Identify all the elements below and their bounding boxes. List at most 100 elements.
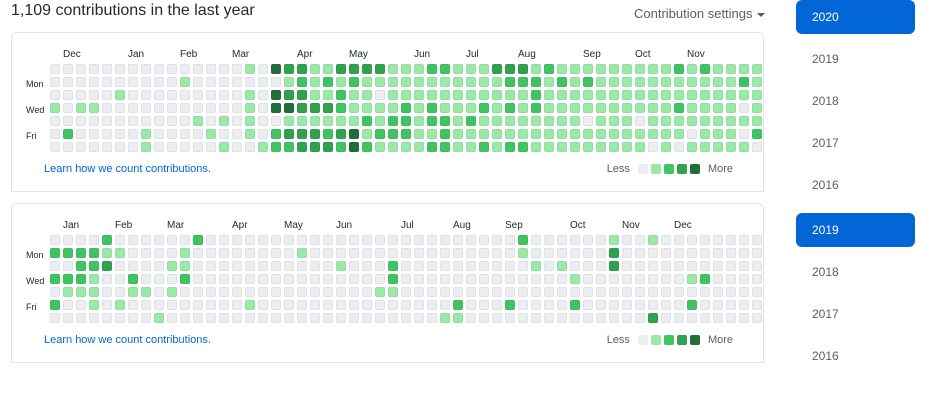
contribution-cell (180, 261, 190, 271)
contribution-cell (505, 64, 515, 74)
contribution-cell (349, 64, 359, 74)
contribution-cell (297, 103, 307, 113)
contribution-cell (609, 274, 619, 284)
contribution-cell (128, 129, 138, 139)
contribution-cell (284, 90, 294, 100)
year-link-2017[interactable]: 2017 (812, 136, 839, 150)
contribution-cell (687, 313, 697, 323)
contribution-cell (245, 274, 255, 284)
contribution-cell (531, 142, 541, 152)
contribution-cell (622, 261, 632, 271)
contribution-cell (167, 129, 177, 139)
contribution-cell (583, 261, 593, 271)
contribution-cell (297, 90, 307, 100)
contribution-cell (531, 261, 541, 271)
contribution-cell (310, 103, 320, 113)
contribution-cell (128, 90, 138, 100)
contribution-cell (336, 64, 346, 74)
contribution-cell (713, 287, 723, 297)
contribution-cell (414, 90, 424, 100)
learn-contributions-link[interactable]: Learn how we count contributions. (44, 163, 211, 175)
contribution-cell (713, 248, 723, 258)
year-link-2017[interactable]: 2017 (812, 307, 839, 321)
contribution-cell (440, 142, 450, 152)
contribution-cell (401, 248, 411, 258)
year-link-2016[interactable]: 2016 (812, 349, 839, 363)
month-label: Aug (453, 220, 471, 231)
contribution-cell (622, 64, 632, 74)
contribution-cell (167, 77, 177, 87)
contribution-cell (674, 235, 684, 245)
contribution-cell (648, 300, 658, 310)
contribution-cell (726, 64, 736, 74)
year-link-2018[interactable]: 2018 (812, 94, 839, 108)
contribution-cell (557, 103, 567, 113)
contribution-cell (518, 64, 528, 74)
legend-swatch (689, 335, 700, 345)
contribution-cell (375, 116, 385, 126)
day-label-fri: Fri (26, 302, 37, 312)
contribution-cell (427, 248, 437, 258)
contribution-cell (492, 287, 502, 297)
contribution-cell (453, 313, 463, 323)
contribution-cell (180, 274, 190, 284)
contribution-cell (544, 116, 554, 126)
contribution-cell (661, 261, 671, 271)
contribution-cell (687, 64, 697, 74)
contribution-cell (752, 274, 762, 284)
contribution-cell (63, 248, 73, 258)
contribution-cell (505, 300, 515, 310)
contribution-cell (739, 261, 749, 271)
contribution-cell (128, 313, 138, 323)
contribution-cell (375, 103, 385, 113)
contribution-cell (323, 274, 333, 284)
contribution-cell (557, 142, 567, 152)
contribution-cell (401, 142, 411, 152)
contribution-cell (544, 129, 554, 139)
contribution-cell (609, 235, 619, 245)
contribution-cell (336, 129, 346, 139)
contribution-cell (323, 313, 333, 323)
contribution-cell (752, 129, 762, 139)
contribution-cell (570, 313, 580, 323)
contribution-cell (362, 248, 372, 258)
contribution-cell (661, 90, 671, 100)
contribution-cell (648, 235, 658, 245)
contribution-cell (544, 103, 554, 113)
contribution-cell (674, 248, 684, 258)
contribution-cell (544, 235, 554, 245)
contribution-cell (414, 142, 424, 152)
year-link-2016[interactable]: 2016 (812, 178, 839, 192)
contribution-cell (76, 248, 86, 258)
contribution-settings-dropdown[interactable]: Contribution settings (634, 6, 765, 21)
contribution-cell (310, 235, 320, 245)
contribution-cell (89, 116, 99, 126)
contribution-cell (180, 64, 190, 74)
contribution-cell (583, 248, 593, 258)
year-link-2019[interactable]: 2019 (812, 52, 839, 66)
contribution-cell (531, 235, 541, 245)
contribution-cell (557, 300, 567, 310)
learn-contributions-link[interactable]: Learn how we count contributions. (44, 334, 211, 346)
contribution-cell (258, 142, 268, 152)
contribution-cell (206, 142, 216, 152)
contribution-cell (674, 313, 684, 323)
contribution-cell (362, 274, 372, 284)
contribution-cell (466, 287, 476, 297)
contribution-cell (440, 287, 450, 297)
contribution-cell (700, 261, 710, 271)
contribution-cell (284, 248, 294, 258)
year-link-2018[interactable]: 2018 (812, 265, 839, 279)
contribution-cell (427, 313, 437, 323)
contribution-cell (245, 77, 255, 87)
contribution-cell (232, 142, 242, 152)
contribution-cell (648, 77, 658, 87)
year-link-2019[interactable]: 2019 (796, 213, 915, 247)
contribution-cell (596, 274, 606, 284)
contribution-cell (661, 248, 671, 258)
contribution-cell (206, 90, 216, 100)
contribution-cell (245, 235, 255, 245)
month-label: Jun (336, 220, 353, 231)
year-link-2020[interactable]: 2020 (796, 0, 915, 34)
contribution-cell (154, 103, 164, 113)
